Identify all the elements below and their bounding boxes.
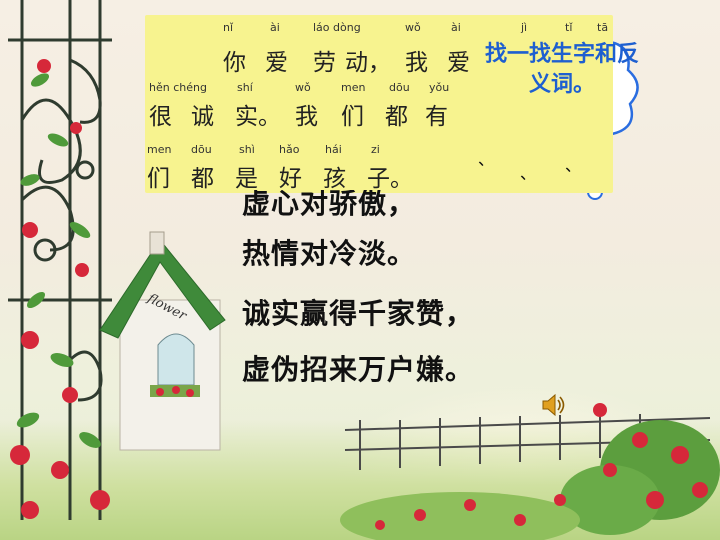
- bubble-line-1: 找一找生字和反: [484, 42, 639, 67]
- hanzi: 们: [147, 166, 170, 192]
- pinyin: nǐ: [223, 21, 234, 34]
- pinyin: yǒu: [429, 81, 450, 94]
- pinyin: dōu: [389, 81, 410, 94]
- hanzi: 都: [191, 166, 214, 192]
- bubble-prompt: 找一找生字和反 义词。: [448, 40, 676, 100]
- pinyin: ài: [451, 21, 461, 34]
- bubble-line-2: 义词。: [528, 72, 595, 97]
- hanzi: 子。: [367, 166, 413, 192]
- pinyin: shí: [237, 81, 253, 94]
- pinyin: tǐ: [565, 21, 573, 34]
- blank-mark: 、: [520, 164, 537, 183]
- house-icon: [99, 231, 226, 451]
- vine-leaves: [16, 73, 101, 448]
- pinyin: shì: [239, 143, 255, 156]
- pinyin: láo dòng: [313, 21, 361, 34]
- hanzi: 诚: [191, 104, 214, 130]
- text-card: nǐ ài láo dòng wǒ ài jì tǐ tā 你 爱 劳 动， 我…: [145, 15, 613, 193]
- pinyin: hái: [325, 143, 342, 156]
- pinyin: dōu: [191, 143, 212, 156]
- blank-mark: 、: [478, 150, 495, 169]
- poem-line: 虚心对骄傲，: [242, 187, 417, 220]
- hanzi: 是: [235, 166, 258, 192]
- gate-icon: [8, 0, 112, 520]
- pinyin: hǎo: [279, 143, 300, 156]
- pinyin: tā: [597, 21, 609, 34]
- flower-bed: [340, 492, 580, 540]
- speaker-icon[interactable]: [541, 392, 565, 418]
- poem-line: 诚实赢得千家赞，: [242, 297, 475, 330]
- hanzi: 都: [385, 104, 408, 130]
- hanzi: 孩: [323, 166, 346, 192]
- hanzi: 有: [425, 104, 448, 130]
- hanzi: 我: [405, 50, 428, 76]
- fence-icon: [344, 414, 711, 470]
- hanzi: 爱: [265, 50, 288, 76]
- hanzi: 实。: [235, 104, 281, 130]
- pinyin: wǒ: [295, 81, 311, 94]
- hanzi: 爱: [447, 50, 470, 76]
- pinyin: men: [341, 81, 366, 94]
- pinyin: hěn chéng: [149, 81, 207, 94]
- pinyin: wǒ: [405, 21, 421, 34]
- pinyin: men: [147, 143, 172, 156]
- poem-line: 虚伪招来万户嫌。: [242, 353, 475, 386]
- hanzi: 们: [341, 104, 364, 130]
- hanzi: 很: [149, 104, 172, 130]
- pinyin: ài: [270, 21, 280, 34]
- hanzi: 好: [279, 166, 302, 192]
- rose-bush: [560, 403, 720, 535]
- hanzi: 你: [223, 50, 246, 76]
- poem-line: 热情对冷淡。: [242, 237, 417, 270]
- blank-mark: 、: [565, 156, 582, 175]
- pinyin: jì: [521, 21, 528, 34]
- pinyin: zi: [371, 143, 380, 156]
- hanzi: 我: [295, 104, 318, 130]
- hanzi: 动，: [345, 50, 391, 76]
- hanzi: 劳: [313, 50, 336, 76]
- rose-icon: [10, 59, 110, 519]
